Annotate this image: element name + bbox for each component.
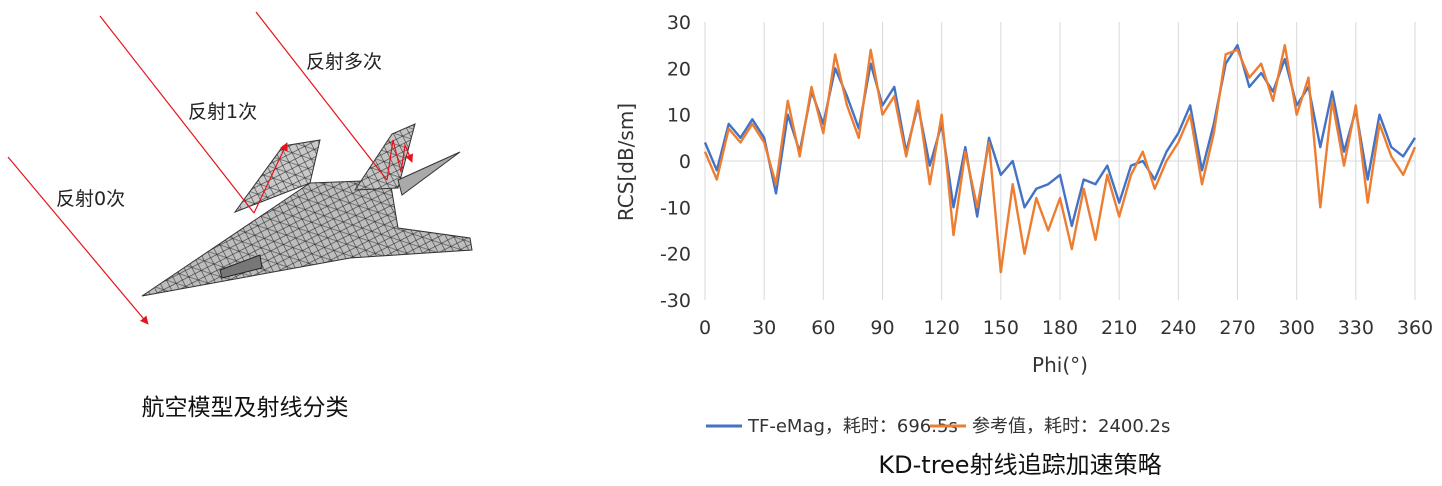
ray-label-0: 反射0次 bbox=[56, 188, 125, 210]
y-tick-label: -30 bbox=[660, 290, 691, 312]
x-tick-label: 0 bbox=[699, 317, 711, 339]
ray-reflection-1-outgoing bbox=[253, 142, 288, 214]
y-tick-label: 0 bbox=[679, 151, 691, 173]
y-tick-label: 20 bbox=[667, 58, 691, 80]
ray-reflection-0 bbox=[7, 156, 149, 325]
x-tick-label: 150 bbox=[983, 317, 1019, 339]
chart-caption: KD-tree射线追踪加速策略 bbox=[878, 451, 1162, 479]
chart-gridlines bbox=[704, 22, 1416, 300]
x-tick-label: 30 bbox=[752, 317, 776, 339]
aircraft-panel: 反射0次 反射1次 反射多次 航空模型及射线分类 bbox=[0, 0, 600, 486]
chart-series bbox=[703, 44, 1417, 274]
x-tick-label: 120 bbox=[924, 317, 960, 339]
x-tick-label: 300 bbox=[1279, 317, 1315, 339]
x-tick-label: 330 bbox=[1338, 317, 1374, 339]
x-tick-label: 360 bbox=[1397, 317, 1433, 339]
chart-legend: TF-eMag，耗时：696.5s 参考值，耗时：2400.2s bbox=[706, 416, 1170, 437]
ray-reflection-1-incoming bbox=[99, 15, 255, 214]
series-line-0 bbox=[703, 44, 1417, 228]
legend-label-1: 参考值，耗时：2400.2s bbox=[972, 416, 1170, 437]
legend-label-0: TF-eMag，耗时：696.5s bbox=[747, 416, 958, 437]
y-tick-label: -10 bbox=[660, 197, 691, 219]
ray-label-multi: 反射多次 bbox=[306, 51, 382, 73]
aircraft-caption: 航空模型及射线分类 bbox=[141, 395, 349, 421]
y-axis-title: RCS[dB/sm] bbox=[614, 103, 638, 221]
series-line-1 bbox=[703, 44, 1417, 274]
rcs-chart: 30 20 10 0 -10 -20 -30 0 30 60 90 120 150 180 210 240 2… bbox=[614, 12, 1433, 437]
x-tick-label: 90 bbox=[870, 317, 894, 339]
ray-reflection-multi-incoming bbox=[255, 11, 388, 181]
x-axis-ticks: 0 30 60 90 120 150 180 210 240 270 300 330 360 bbox=[699, 317, 1433, 339]
y-tick-label: 30 bbox=[667, 12, 691, 34]
x-tick-label: 60 bbox=[811, 317, 835, 339]
y-tick-label: 10 bbox=[667, 105, 691, 127]
y-axis-ticks: 30 20 10 0 -10 -20 -30 bbox=[660, 12, 691, 312]
x-axis-title: Phi(°) bbox=[1032, 353, 1088, 377]
reflection-rays bbox=[7, 11, 414, 325]
ray-reflection-multi-bounces bbox=[386, 139, 414, 181]
ray-label-1: 反射1次 bbox=[188, 101, 257, 123]
aircraft-illustration: 反射0次 反射1次 反射多次 bbox=[7, 11, 473, 325]
x-tick-label: 240 bbox=[1160, 317, 1196, 339]
aircraft-model bbox=[141, 123, 473, 297]
x-tick-label: 180 bbox=[1042, 317, 1078, 339]
x-tick-label: 210 bbox=[1101, 317, 1137, 339]
x-tick-label: 270 bbox=[1219, 317, 1255, 339]
y-tick-label: -20 bbox=[660, 244, 691, 266]
